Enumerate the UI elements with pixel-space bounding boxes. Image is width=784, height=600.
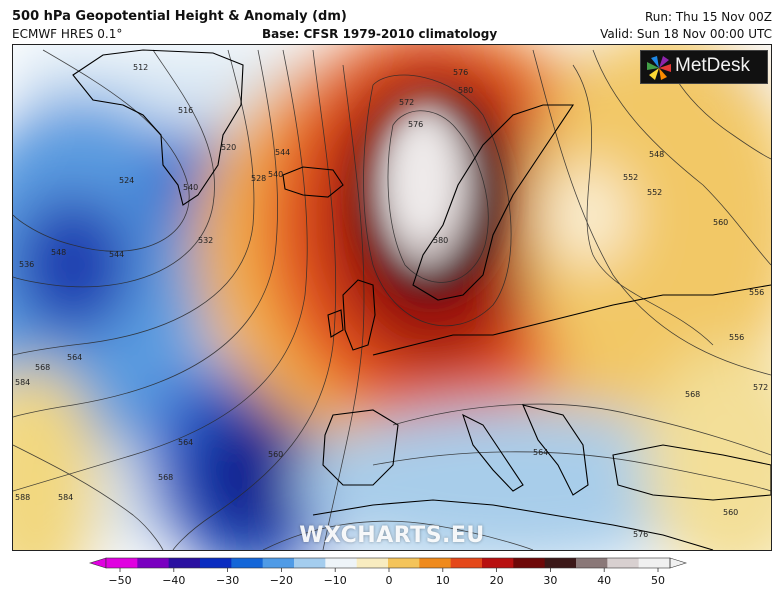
colorbar-segment — [450, 558, 483, 568]
contour-label: 516 — [178, 106, 193, 115]
colorbar-segment — [106, 558, 138, 568]
colorbar-segment — [262, 558, 295, 568]
contour-label: 552 — [623, 173, 638, 182]
contour-label: 568 — [685, 390, 700, 399]
colorbar-tick-label: 10 — [436, 574, 450, 587]
contour-label: 576 — [633, 530, 648, 539]
colorbar-arrow-low — [88, 557, 107, 569]
contour-label: 560 — [713, 218, 728, 227]
anomaly-map[interactable]: 512 516 520 524 528 532 536 540 544 548 … — [12, 44, 772, 551]
colorbar-tick-label: 0 — [386, 574, 393, 587]
contour-label: 576 — [453, 68, 468, 77]
colorbar-tick-label: −30 — [216, 574, 239, 587]
valid-time: Valid: Sun 18 Nov 00:00 UTC — [600, 27, 772, 41]
contour-label: 520 — [221, 143, 236, 152]
colorbar-arrow-high — [669, 557, 688, 569]
contour-label: 556 — [729, 333, 744, 342]
coastlines — [72, 49, 771, 550]
contour-label: 544 — [109, 250, 124, 259]
colorbar-tick-label: −10 — [324, 574, 347, 587]
contour-label: 540 — [268, 170, 283, 179]
contour-label: 536 — [19, 260, 34, 269]
colorbar-outline — [105, 557, 671, 569]
colorbar-segments — [88, 557, 688, 569]
colorbar-segment — [638, 558, 671, 568]
contour-label: 584 — [58, 493, 73, 502]
colorbar-segment — [576, 558, 608, 568]
chart-title: 500 hPa Geopotential Height & Anomaly (d… — [12, 9, 347, 24]
contour-label: 556 — [749, 288, 764, 297]
colorbar-segment — [482, 558, 514, 568]
contour-label: 572 — [753, 383, 768, 392]
contour-label: 548 — [649, 150, 664, 159]
contour-label: 584 — [15, 378, 30, 387]
contour-label: 524 — [119, 176, 134, 185]
colorbar-segment — [356, 558, 389, 568]
colorbar-segment — [544, 558, 577, 568]
colorbar-tick-label: 30 — [543, 574, 557, 587]
colorbar-tick-label: −20 — [270, 574, 293, 587]
colorbar-segment — [231, 558, 264, 568]
metdesk-logo-text: MetDesk — [675, 55, 750, 76]
colorbar-segment — [294, 558, 326, 568]
colorbar-segment — [607, 558, 640, 568]
colorbar-segment — [168, 558, 201, 568]
colorbar-ticks: −50 −40 −30 −20 −10 0 10 20 30 40 50 — [108, 568, 665, 587]
model-label: ECMWF HRES 0.1° — [12, 27, 123, 41]
contour-label: 580 — [458, 86, 473, 95]
height-contours — [13, 49, 771, 550]
contour-label: 572 — [399, 98, 414, 107]
contour-label: 548 — [51, 248, 66, 257]
contour-label: 560 — [723, 508, 738, 517]
contour-label: 552 — [647, 188, 662, 197]
contour-label: 544 — [275, 148, 290, 157]
metdesk-logo-icon — [647, 56, 671, 80]
colorbar-segment — [137, 558, 170, 568]
contour-label: 512 — [133, 63, 148, 72]
contour-label: 568 — [158, 473, 173, 482]
anomaly-colorbar: −50 −40 −30 −20 −10 0 10 20 30 40 50 — [88, 557, 688, 587]
metdesk-logo: MetDesk — [640, 50, 768, 84]
contour-label: 568 — [35, 363, 50, 372]
run-time: Run: Thu 15 Nov 00Z — [644, 10, 772, 24]
colorbar-segment — [325, 558, 358, 568]
colorbar-tick-label: 20 — [490, 574, 504, 587]
anomaly-field — [13, 45, 771, 550]
contour-label: 588 — [15, 493, 30, 502]
contour-label: 560 — [268, 450, 283, 459]
contour-label: 580 — [433, 236, 448, 245]
contour-label: 564 — [67, 353, 82, 362]
colorbar-tick-label: 40 — [597, 574, 611, 587]
contour-label: 564 — [178, 438, 193, 447]
colorbar-tick-label: 50 — [651, 574, 665, 587]
colorbar-tick-label: −50 — [108, 574, 131, 587]
colorbar-segment — [388, 558, 420, 568]
contour-label: 532 — [198, 236, 213, 245]
contour-label: 528 — [251, 174, 266, 183]
contour-label: 540 — [183, 183, 198, 192]
contour-label: 576 — [408, 120, 423, 129]
climatology-label: Base: CFSR 1979-2010 climatology — [262, 27, 498, 41]
colorbar-segment — [200, 558, 232, 568]
colorbar-tick-label: −40 — [162, 574, 185, 587]
colorbar-segment — [513, 558, 546, 568]
contour-label: 564 — [533, 448, 548, 457]
colorbar-segment — [419, 558, 452, 568]
contour-labels: 512 516 520 524 528 532 536 540 544 548 … — [15, 63, 768, 539]
map-canvas: 512 516 520 524 528 532 536 540 544 548 … — [13, 45, 771, 550]
wxcharts-watermark: WXCHARTS.EU — [299, 523, 485, 548]
